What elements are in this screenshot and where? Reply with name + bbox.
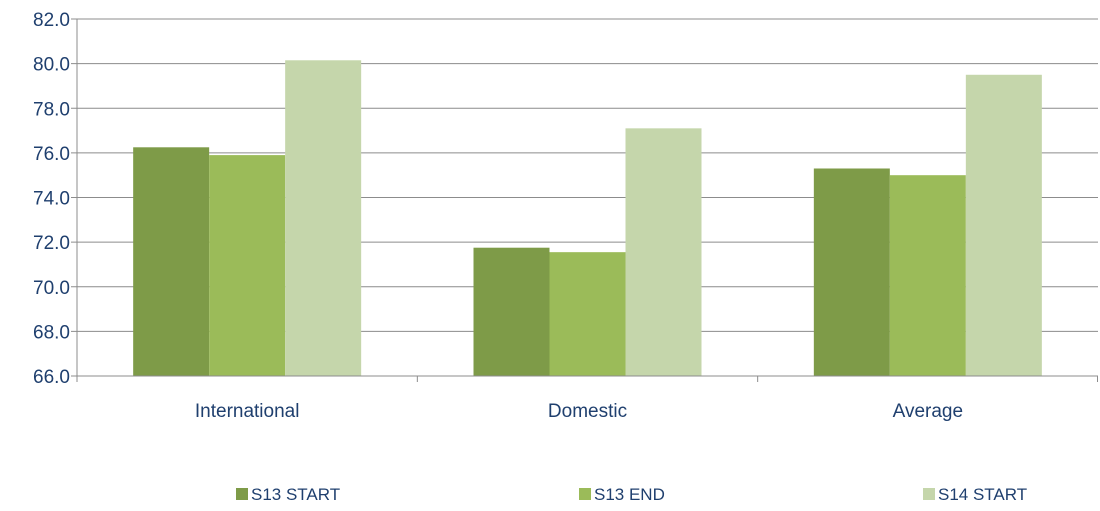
x-category-label: Domestic (548, 401, 627, 422)
y-tick-label: 82.0 (33, 10, 70, 31)
legend: S13 START S13 END S14 START (236, 485, 1027, 504)
y-tick-label: 76.0 (33, 144, 70, 165)
y-tick-label: 72.0 (33, 233, 70, 254)
bar-s13-start-average (813, 168, 890, 376)
legend-label: S13 START (251, 485, 340, 504)
y-tick-label: 74.0 (33, 189, 70, 210)
bar-s14-start-average (965, 74, 1042, 376)
x-axis-category-labels: International Domestic Average (195, 401, 963, 422)
bar-s13-end-average (889, 175, 966, 376)
y-axis-tick-labels: 66.0 68.0 70.0 72.0 74.0 76.0 78.0 80.0 82.0 (33, 10, 70, 388)
y-tick-label: 68.0 (33, 322, 70, 343)
y-tick-label: 70.0 (33, 278, 70, 299)
bar-s13-start-international (133, 147, 210, 376)
y-tick-label: 78.0 (33, 99, 70, 120)
axes (71, 18, 1098, 382)
y-tick-label: 66.0 (33, 367, 70, 388)
legend-swatch (579, 488, 591, 500)
x-category-label: Average (893, 401, 963, 422)
bars (133, 60, 1042, 376)
bar-s13-start-domestic (473, 247, 550, 376)
bar-s13-end-domestic (549, 252, 626, 376)
x-category-label: International (195, 401, 300, 422)
legend-swatch (236, 488, 248, 500)
bar-s14-start-international (285, 60, 362, 376)
bar-s13-end-international (209, 155, 286, 376)
legend-label: S13 END (594, 485, 665, 504)
y-tick-label: 80.0 (33, 55, 70, 76)
legend-label: S14 START (938, 485, 1027, 504)
bar-s14-start-domestic (625, 128, 702, 376)
legend-swatch (923, 488, 935, 500)
